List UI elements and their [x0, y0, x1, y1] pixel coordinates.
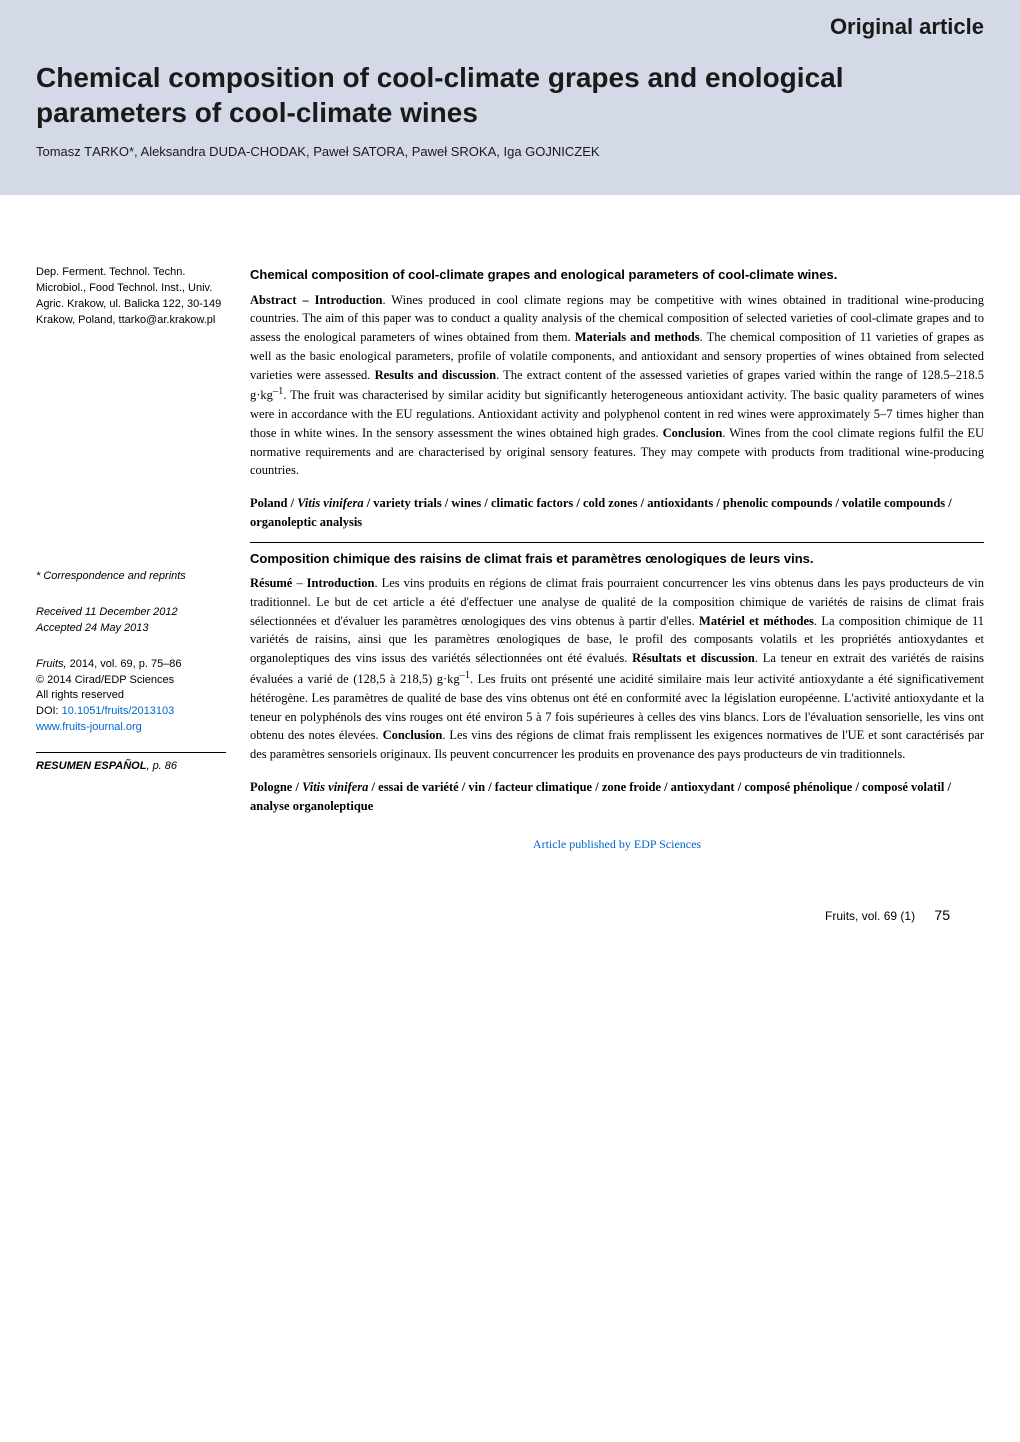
journal-url[interactable]: www.fruits-journal.org	[36, 721, 142, 733]
doi-label: DOI:	[36, 705, 62, 717]
rights: All rights reserved	[36, 689, 124, 701]
dates-block: Received 11 December 2012 Accepted 24 Ma…	[36, 605, 226, 637]
publisher-link[interactable]: Article published by EDP Sciences	[250, 835, 984, 853]
french-keywords: Pologne / Vitis vinifera / essai de vari…	[250, 778, 984, 816]
article-type: Original article	[36, 14, 984, 40]
citation-journal: Fruits,	[36, 658, 67, 670]
sidebar-divider	[36, 752, 226, 753]
article-title: Chemical composition of cool-climate gra…	[36, 60, 984, 130]
correspondence-note: * Correspondence and reprints	[36, 569, 226, 585]
received-date: Received 11 December 2012	[36, 605, 226, 621]
page-footer: Fruits, vol. 69 (1) 75	[0, 883, 1020, 953]
copyright: © 2014 Cirad/EDP Sciences	[36, 674, 174, 686]
citation-block: Fruits, 2014, vol. 69, p. 75–86 © 2014 C…	[36, 657, 226, 737]
citation-volume: 2014, vol. 69, p. 75–86	[67, 658, 182, 670]
content-area: Dep. Ferment. Technol. Techn. Microbiol.…	[0, 195, 1020, 883]
resumen-ref: RESUMEN ESPAÑOL, p. 86	[36, 759, 226, 775]
header-banner: Original article Chemical composition of…	[0, 0, 1020, 195]
english-abstract: Abstract – Introduction. Wines produced …	[250, 291, 984, 481]
main-column: Chemical composition of cool-climate gra…	[250, 265, 984, 853]
english-heading: Chemical composition of cool-climate gra…	[250, 265, 984, 285]
accepted-date: Accepted 24 May 2013	[36, 621, 226, 637]
sidebar: Dep. Ferment. Technol. Techn. Microbiol.…	[36, 265, 226, 853]
french-heading: Composition chimique des raisins de clim…	[250, 549, 984, 569]
french-abstract: Résumé – Introduction. Les vins produits…	[250, 574, 984, 764]
page-number: 75	[934, 907, 950, 923]
affiliation: Dep. Ferment. Technol. Techn. Microbiol.…	[36, 265, 226, 329]
section-divider	[250, 542, 984, 543]
footer-journal: Fruits, vol. 69 (1)	[825, 909, 915, 923]
doi-link[interactable]: 10.1051/fruits/2013103	[62, 705, 175, 717]
english-keywords: Poland / Vitis vinifera / variety trials…	[250, 494, 984, 532]
authors-list: Tomasz TARKO*, Aleksandra DUDA-CHODAK, P…	[36, 144, 984, 159]
